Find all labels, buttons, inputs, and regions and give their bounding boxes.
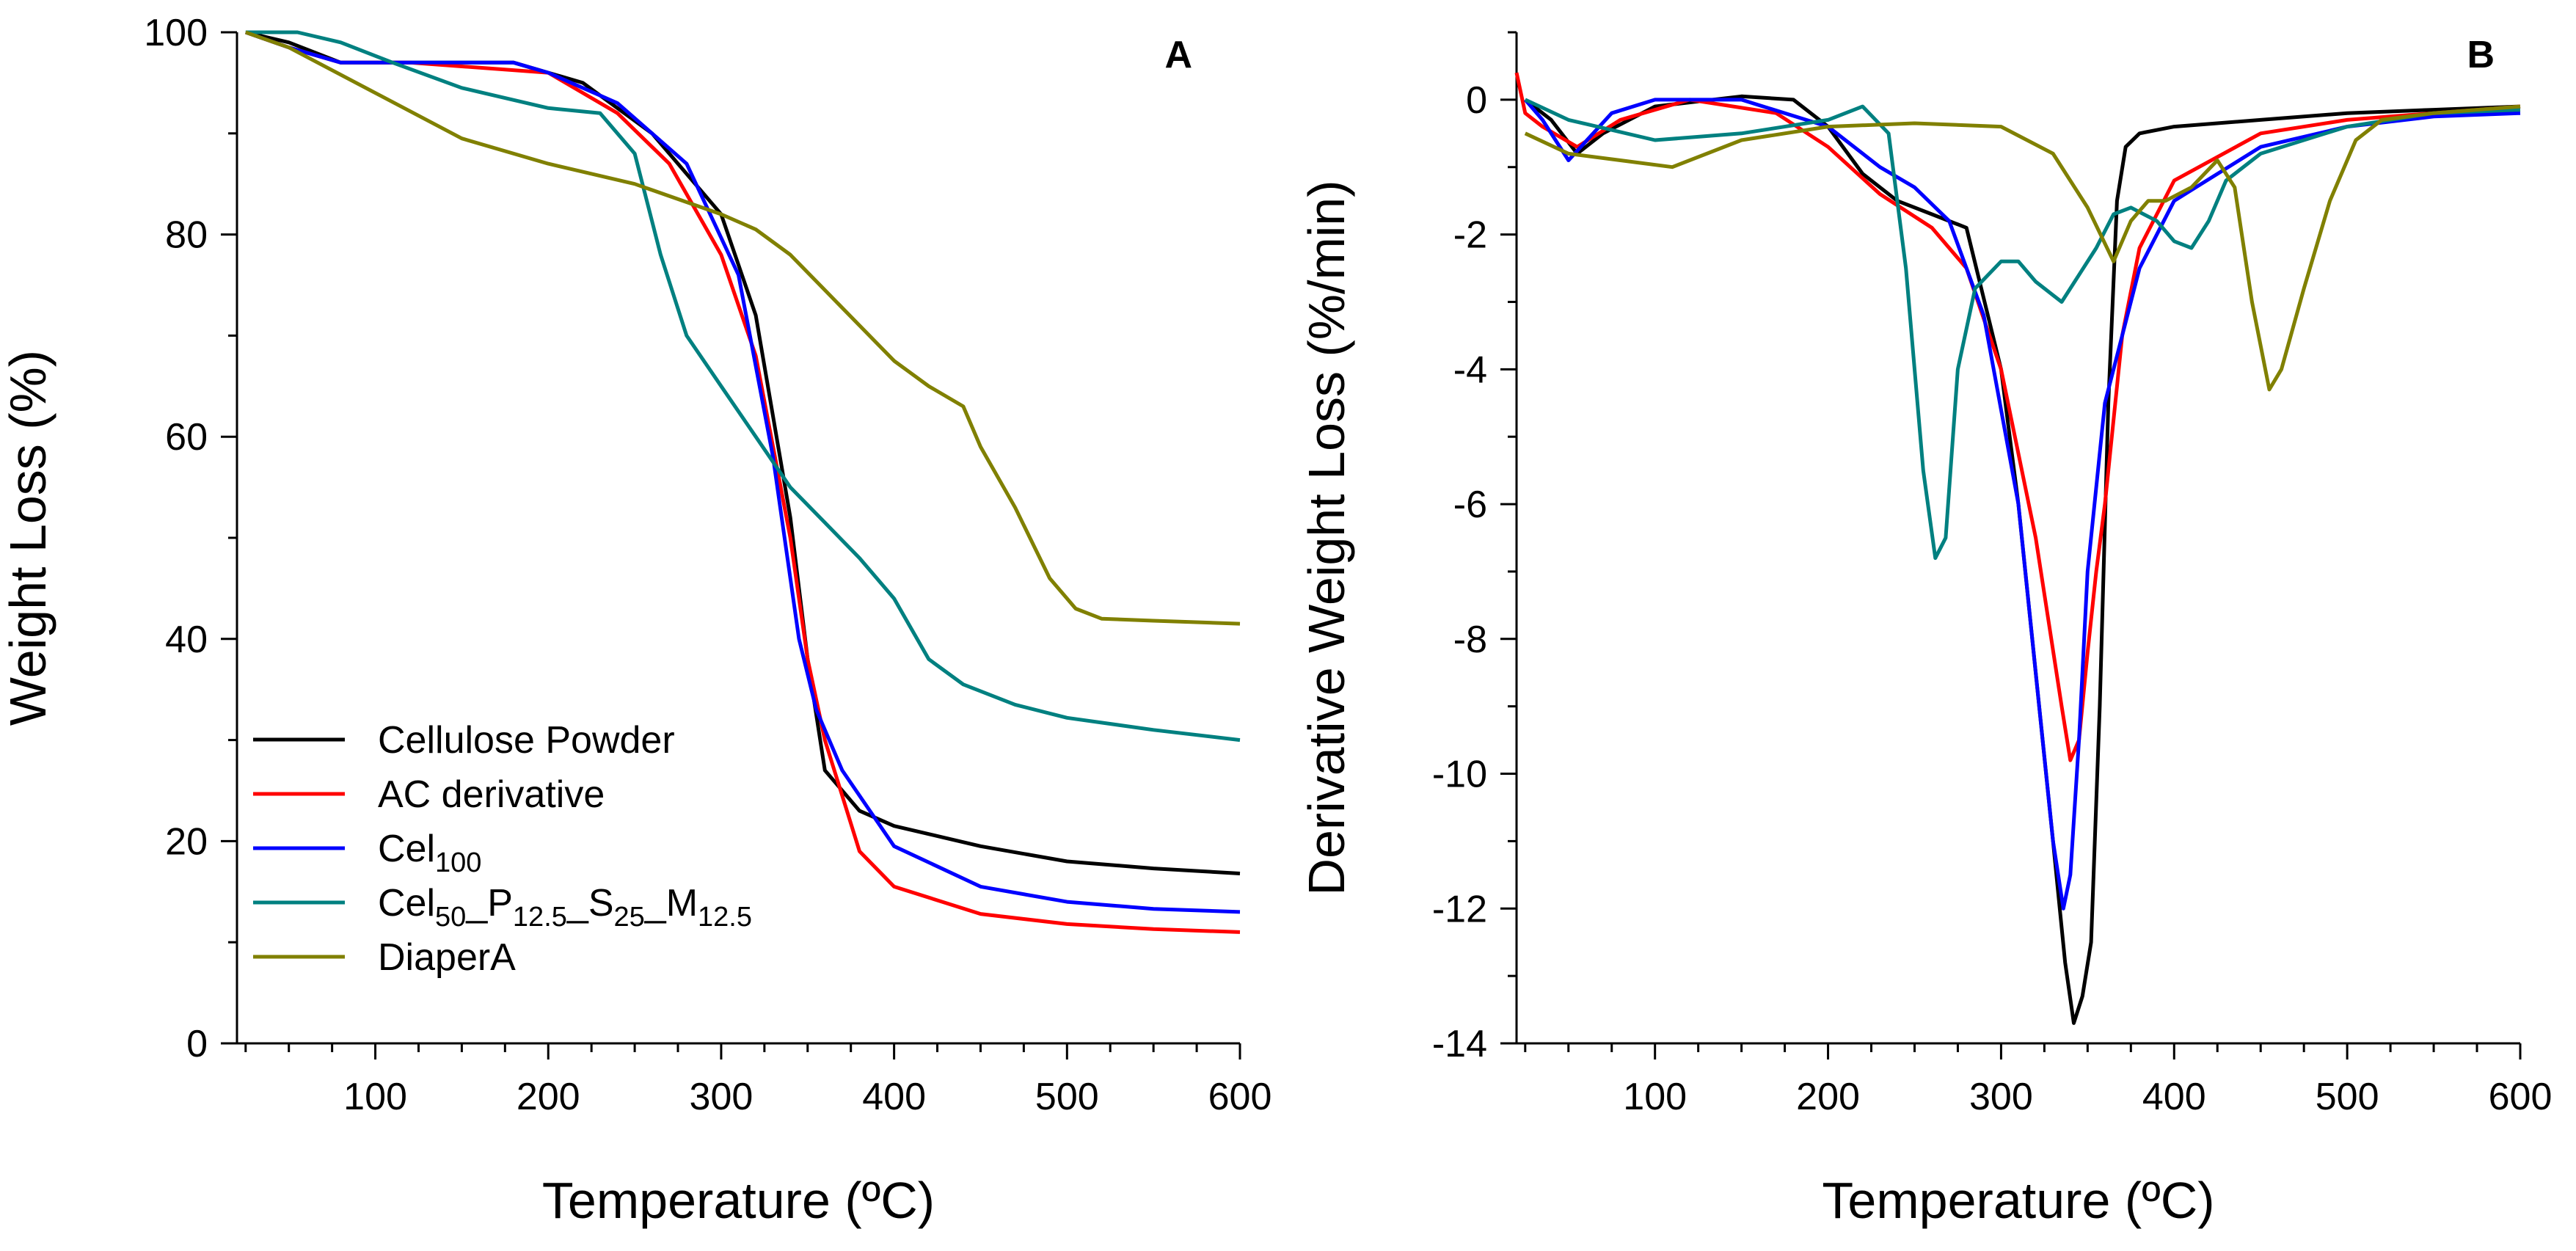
legend-label: Cel100 (378, 828, 481, 878)
x-tick-label-a: 600 (1208, 1076, 1272, 1118)
y-tick-label-b: -12 (1432, 888, 1487, 930)
panel-b: 100 200 300 400 500 600 -14 -12 -10 -8 -6 -4 -2 0 Temp… (1298, 31, 2553, 1229)
x-axis-title-a: Temperature (ºC) (542, 1172, 935, 1229)
x-tick-label-a: 300 (690, 1076, 754, 1118)
x-axis-title-b: Temperature (ºC) (1822, 1172, 2214, 1229)
x-tick-label-b: 100 (1623, 1076, 1687, 1118)
x-tick-label-b: 500 (2316, 1076, 2379, 1118)
legend-label: AC derivative (378, 773, 605, 816)
y-axis-title-b: Derivative Weight Loss (%/min) (1298, 180, 1355, 895)
y-tick-label-b: -8 (1453, 619, 1487, 661)
y-tick-label-b: -2 (1453, 214, 1487, 257)
series-line-b-4 (1524, 104, 2521, 392)
y-tick-label-a: 20 (165, 820, 208, 863)
y-tick-label-a: 40 (165, 619, 208, 661)
legend-label: Cel50_P12.5_S25_M12.5 (378, 882, 752, 933)
panel-a: 100 200 300 400 500 600 0 20 40 60 80 100 Temperatur… (0, 12, 1271, 1229)
x-tick-label-a: 200 (517, 1076, 580, 1118)
y-tick-label-b: -14 (1432, 1023, 1487, 1065)
series-line-b-2 (1523, 98, 2521, 911)
y-tick-label-a: 60 (165, 416, 208, 459)
legend-label: DiaperA (378, 936, 516, 979)
x-tick-label-a: 400 (862, 1076, 926, 1118)
panel-letter-b: B (2467, 34, 2495, 76)
x-tick-label-b: 400 (2142, 1076, 2206, 1118)
panel-letter-a: A (1164, 34, 1192, 76)
legend-label: Cellulose Powder (378, 719, 675, 762)
series-line-a-2 (244, 30, 1241, 914)
y-tick-label-b: -4 (1453, 349, 1487, 391)
series-line-b-3 (1524, 98, 2521, 561)
y-tick-label-b: -10 (1432, 754, 1487, 796)
y-axis-title-a: Weight Loss (%) (0, 350, 56, 726)
y-tick-label-b: 0 (1466, 79, 1487, 122)
x-tick-label-b: 600 (2489, 1076, 2553, 1118)
y-tick-label-a: 80 (165, 214, 208, 257)
y-tick-label-b: -6 (1453, 484, 1487, 526)
legend: Cellulose Powder AC derivative Cel100Cel50… (253, 719, 752, 979)
series-line-b-1 (1514, 72, 2521, 762)
series-line-a-4 (244, 30, 1241, 626)
x-tick-label-b: 200 (1796, 1076, 1860, 1118)
series-line-a-3 (245, 30, 1241, 743)
x-tick-label-b: 300 (1969, 1076, 2033, 1118)
y-tick-label-a: 0 (186, 1023, 208, 1065)
x-tick-label-a: 100 (343, 1076, 407, 1118)
x-tick-label-a: 500 (1035, 1076, 1099, 1118)
y-tick-label-a: 100 (144, 12, 208, 54)
